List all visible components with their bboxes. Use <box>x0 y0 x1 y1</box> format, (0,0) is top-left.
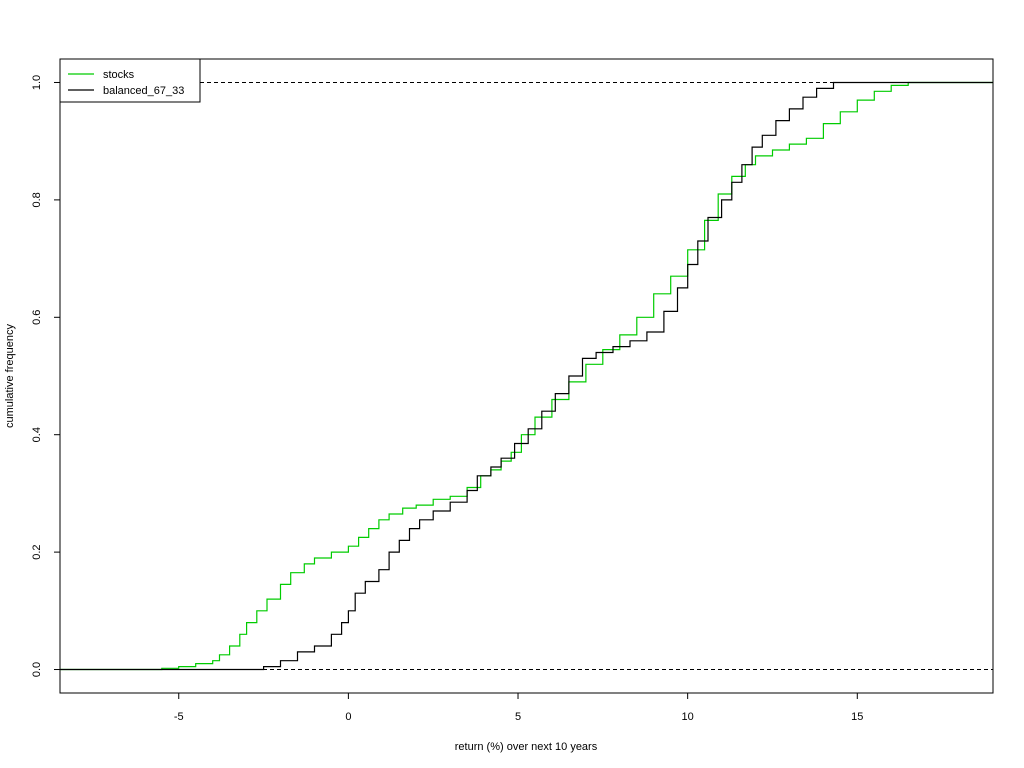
y-tick-label: 1.0 <box>31 75 43 90</box>
series-line-balanced-67-33 <box>60 81 993 671</box>
y-tick-label: 0.2 <box>31 544 43 559</box>
y-tick-label: 0.0 <box>31 662 43 677</box>
legend: stocks balanced_67_33 <box>59 58 201 103</box>
y-axis: 0.0 0.2 0.4 0.6 0.8 1.0 <box>31 75 60 677</box>
x-tick-label: 15 <box>851 711 863 723</box>
legend-box <box>59 58 201 103</box>
legend-label-balanced-67-33: balanced_67_33 <box>103 85 184 97</box>
y-tick-label: 0.6 <box>31 310 43 325</box>
x-tick-label: 5 <box>515 711 521 723</box>
reference-lines <box>60 81 993 671</box>
x-tick-label: 10 <box>682 711 694 723</box>
series-layer <box>60 81 993 671</box>
y-tick-label: 0.4 <box>31 427 43 442</box>
x-tick-label: 0 <box>345 711 351 723</box>
y-axis-title: cumulative frequency <box>4 324 16 428</box>
series-line-stocks <box>60 81 993 671</box>
x-axis: -5 0 5 10 15 <box>174 693 863 723</box>
x-axis-title: return (%) over next 10 years <box>455 741 598 753</box>
plot-frame <box>59 58 994 694</box>
y-tick-label: 0.8 <box>31 192 43 207</box>
x-tick-label: -5 <box>174 711 184 723</box>
legend-label-stocks: stocks <box>103 69 135 81</box>
